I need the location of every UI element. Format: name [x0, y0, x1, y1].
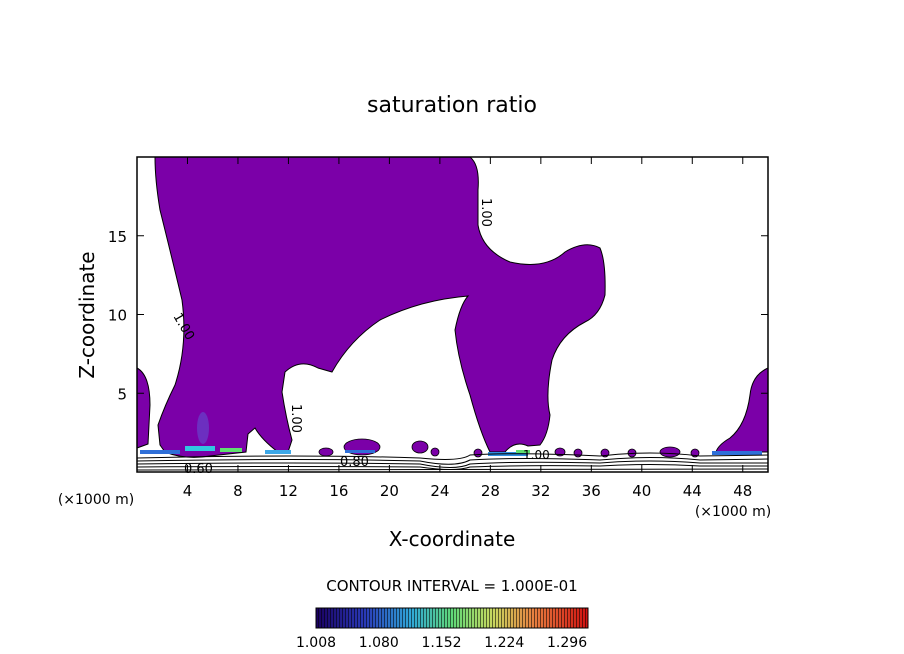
x-axis-unit-right: (×1000 m) [695, 504, 771, 520]
x-tick-label: 12 [279, 482, 298, 500]
y-tick-label: 10 [108, 307, 127, 325]
colorbar-tick-labels: 1.008 1.080 1.152 1.224 1.296 [296, 635, 587, 651]
cloud-patch [430, 447, 440, 457]
y-tick-label: 15 [108, 228, 127, 246]
saturation-region-right [715, 367, 769, 453]
x-tick-label: 8 [233, 482, 243, 500]
contour-interval: CONTOUR INTERVAL = 1.000E-01 [326, 577, 577, 595]
x-axis: 4 8 12 16 20 24 28 32 36 40 44 48 [183, 157, 752, 500]
streak [220, 448, 242, 452]
streak [265, 450, 291, 454]
contour-line [136, 460, 768, 468]
x-tick-label: 40 [632, 482, 651, 500]
colorbar-hatch [316, 608, 588, 628]
colorbar-tick-label: 1.152 [421, 635, 461, 651]
cloud-patch [411, 440, 429, 454]
cloud-patch [573, 448, 583, 458]
contour-label: 0.60 [184, 462, 213, 477]
streak [185, 446, 215, 451]
contour-line [136, 457, 769, 465]
cloud-patch [318, 447, 334, 457]
x-tick-label: 16 [329, 482, 348, 500]
contour-labels: 1.00 1.00 1.00 1.00 0.80 0.60 [170, 198, 550, 477]
x-axis-label: X-coordinate [389, 527, 516, 551]
cloud-patch [659, 446, 681, 458]
streak [516, 450, 530, 453]
colorbar-tick-label: 1.296 [547, 635, 587, 651]
x-tick-label: 24 [430, 482, 449, 500]
x-tick-label: 28 [481, 482, 500, 500]
x-tick-label: 36 [582, 482, 601, 500]
colorbar: 1.008 1.080 1.152 1.224 1.296 [296, 607, 589, 651]
plot-area: 1.00 1.00 1.00 1.00 0.80 0.60 [136, 156, 769, 477]
y-axis: 5 10 15 [108, 228, 768, 403]
colorbar-frame [315, 607, 589, 629]
contour-label: 1.00 [478, 198, 493, 227]
colorbar-tick-label: 1.080 [359, 635, 399, 651]
saturation-region-left [136, 367, 151, 449]
contour-label: 1.00 [523, 448, 550, 462]
x-tick-label: 44 [683, 482, 702, 500]
x-tick-label: 48 [733, 482, 752, 500]
cloud-patch [473, 448, 483, 458]
x-tick-label: 20 [380, 482, 399, 500]
streak [197, 412, 209, 444]
y-axis-label: Z-coordinate [75, 251, 99, 378]
x-tick-label: 32 [531, 482, 550, 500]
contour-line [136, 452, 769, 460]
colorbar-tick-label: 1.224 [484, 635, 524, 651]
streak [140, 450, 180, 454]
contour-label: 0.80 [340, 455, 369, 470]
streak [345, 450, 375, 453]
streak [712, 451, 762, 455]
saturation-region-main [154, 156, 606, 458]
chart-title: saturation ratio [367, 93, 537, 118]
contour-line [136, 464, 768, 470]
colorbar-tick-label: 1.008 [296, 635, 336, 651]
x-axis-unit-left: (×1000 m) [58, 492, 134, 508]
x-tick-label: 4 [183, 482, 193, 500]
y-tick-label: 5 [117, 385, 127, 403]
contour-label: 1.00 [288, 404, 303, 433]
